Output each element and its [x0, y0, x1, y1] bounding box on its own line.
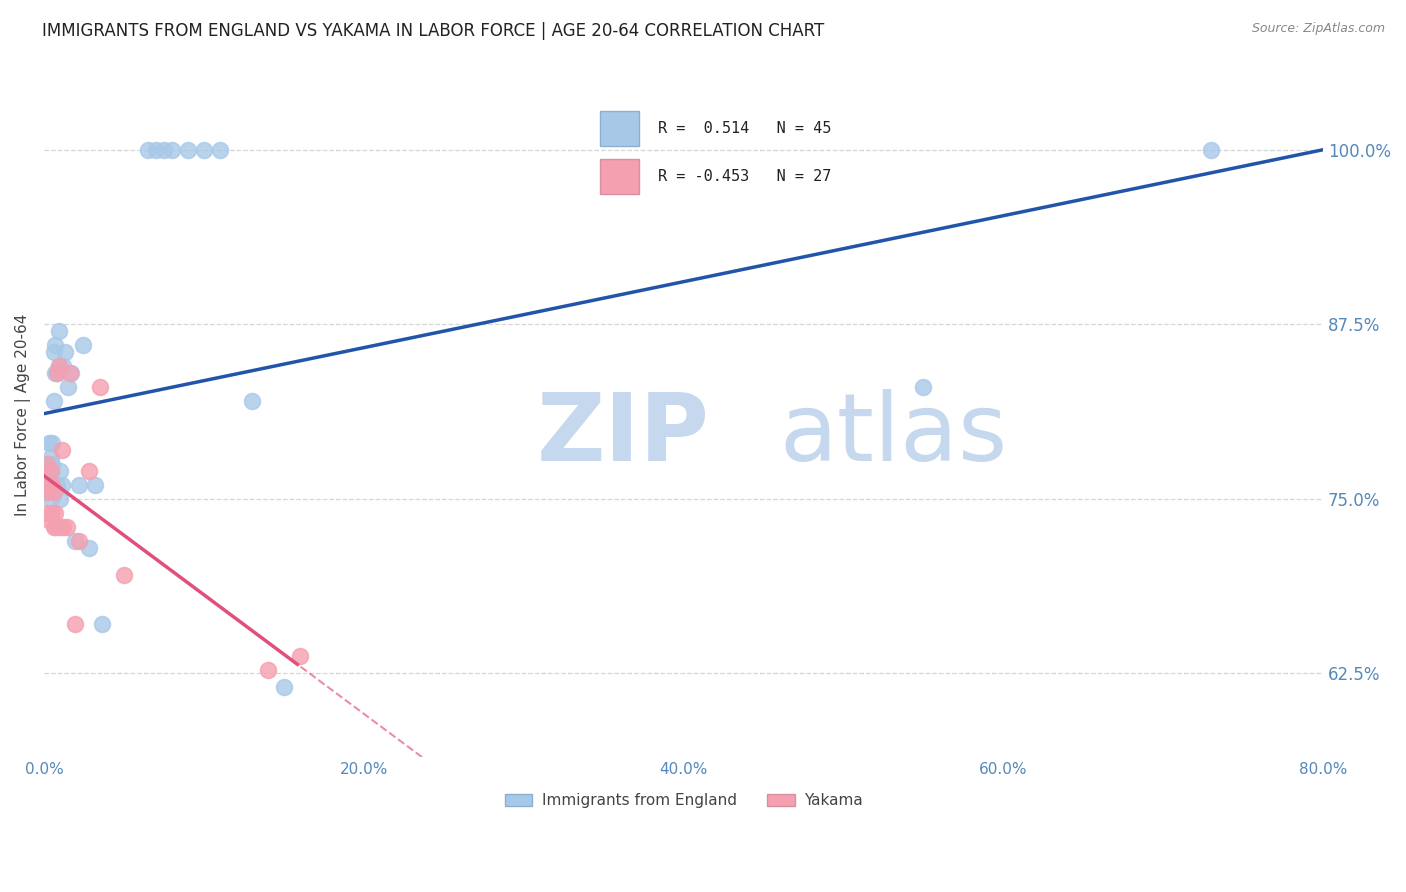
Point — [38, 436, 60, 450]
Point — [1199, 143, 1222, 157]
Point — [52, 359, 75, 373]
Point — [59, 366, 82, 380]
Point — [209, 143, 232, 157]
Point — [257, 664, 280, 678]
Point — [63, 617, 86, 632]
Point — [38, 477, 60, 491]
Point — [53, 345, 76, 359]
Point — [35, 484, 58, 499]
Point — [112, 568, 135, 582]
Point — [46, 366, 69, 380]
Point — [56, 380, 79, 394]
Point — [145, 143, 167, 157]
Point — [55, 519, 77, 533]
Point — [41, 436, 63, 450]
Point — [72, 338, 94, 352]
Point — [37, 457, 59, 471]
Text: ZIP: ZIP — [537, 390, 710, 482]
Point — [37, 484, 59, 499]
Text: IMMIGRANTS FROM ENGLAND VS YAKAMA IN LABOR FORCE | AGE 20-64 CORRELATION CHART: IMMIGRANTS FROM ENGLAND VS YAKAMA IN LAB… — [42, 22, 824, 40]
Point — [60, 366, 83, 380]
Point — [273, 680, 295, 694]
Point — [44, 506, 66, 520]
Point — [42, 519, 65, 533]
Point — [38, 457, 60, 471]
Point — [42, 345, 65, 359]
Point — [77, 464, 100, 478]
Point — [52, 519, 75, 533]
Point — [89, 380, 111, 394]
Point — [44, 338, 66, 352]
Point — [41, 457, 63, 471]
Point — [48, 359, 70, 373]
Point — [288, 649, 311, 664]
Point — [44, 519, 66, 533]
Legend: Immigrants from England, Yakama: Immigrants from England, Yakama — [499, 787, 869, 814]
Text: atlas: atlas — [779, 390, 1008, 482]
Point — [41, 477, 63, 491]
Point — [240, 394, 263, 409]
Point — [37, 484, 59, 499]
Point — [39, 450, 62, 464]
Point — [42, 484, 65, 499]
Point — [51, 477, 73, 491]
Text: Source: ZipAtlas.com: Source: ZipAtlas.com — [1251, 22, 1385, 36]
Point — [37, 457, 59, 471]
Point — [41, 477, 63, 491]
Point — [67, 477, 90, 491]
Point — [193, 143, 215, 157]
Point — [84, 477, 107, 491]
Point — [38, 513, 60, 527]
Point — [49, 491, 72, 506]
Point — [153, 143, 176, 157]
Point — [136, 143, 159, 157]
Point — [39, 477, 62, 491]
Point — [46, 366, 69, 380]
Point — [90, 617, 112, 632]
Point — [38, 477, 60, 491]
Point — [35, 464, 58, 478]
Point — [63, 533, 86, 548]
Point — [48, 324, 70, 338]
Point — [39, 464, 62, 478]
Point — [46, 477, 69, 491]
Point — [39, 464, 62, 478]
Point — [48, 359, 70, 373]
Point — [177, 143, 200, 157]
Point — [912, 380, 935, 394]
Point — [49, 464, 72, 478]
Point — [49, 519, 72, 533]
Point — [67, 533, 90, 548]
Point — [77, 541, 100, 555]
Point — [39, 491, 62, 506]
Point — [51, 442, 73, 457]
Point — [35, 506, 58, 520]
Point — [42, 394, 65, 409]
Y-axis label: In Labor Force | Age 20-64: In Labor Force | Age 20-64 — [15, 314, 31, 516]
Point — [160, 143, 183, 157]
Point — [44, 366, 66, 380]
Point — [41, 506, 63, 520]
